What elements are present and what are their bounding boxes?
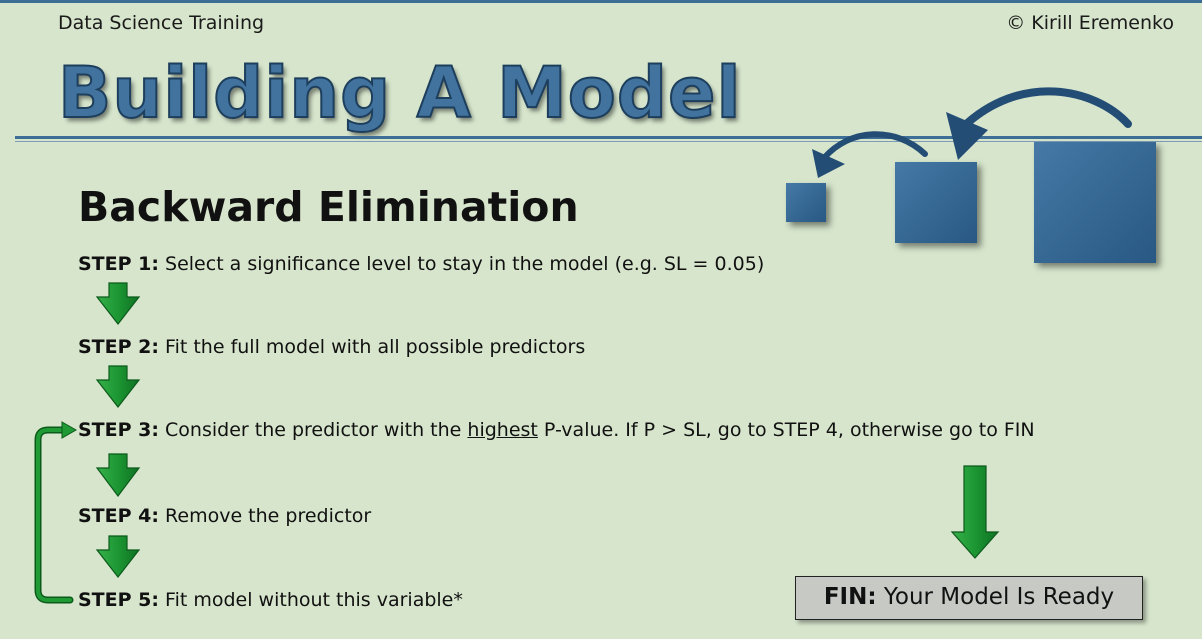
- small-model-square: [786, 183, 826, 222]
- green-down-arrow-icon: [95, 453, 141, 497]
- step-5-text: Fit model without this variable*: [165, 589, 463, 611]
- green-down-arrow-icon: [950, 465, 1000, 559]
- title-divider: [15, 136, 1202, 139]
- step-3-text-underlined: highest: [467, 419, 538, 441]
- step-1-label: STEP 1:: [78, 253, 159, 275]
- fin-label: FIN:: [823, 584, 877, 610]
- top-rule: [0, 0, 1202, 3]
- green-down-arrow-icon: [95, 365, 141, 408]
- title-divider-thin: [15, 141, 1202, 142]
- step-3: STEP 3: Consider the predictor with the …: [78, 419, 1035, 441]
- step-2-label: STEP 2:: [78, 336, 159, 358]
- green-down-arrow-icon: [95, 282, 141, 325]
- step-3-label: STEP 3:: [78, 419, 159, 441]
- step-1-text: Select a significance level to stay in t…: [165, 253, 765, 275]
- header-copyright: © Kirill Eremenko: [1006, 12, 1174, 34]
- fin-box: FIN: Your Model Is Ready: [795, 576, 1143, 620]
- step-2: STEP 2: Fit the full model with all poss…: [78, 336, 585, 358]
- green-loop-back-arrow-icon: [34, 421, 78, 604]
- green-down-arrow-icon: [95, 535, 141, 578]
- step-3-text-before: Consider the predictor with the: [165, 419, 462, 441]
- step-4-text: Remove the predictor: [165, 505, 372, 527]
- step-3-text-after: P-value. If P > SL, go to STEP 4, otherw…: [543, 419, 1035, 441]
- step-1: STEP 1: Select a significance level to s…: [78, 253, 764, 275]
- medium-model-square: [895, 162, 977, 243]
- header-course-name: Data Science Training: [58, 12, 265, 34]
- page-title: Building A Model: [57, 51, 742, 135]
- fin-text: Your Model Is Ready: [883, 584, 1115, 610]
- large-model-square: [1034, 142, 1156, 263]
- section-title: Backward Elimination: [78, 183, 579, 231]
- step-4: STEP 4: Remove the predictor: [78, 505, 371, 527]
- step-5: STEP 5: Fit model without this variable*: [78, 589, 463, 611]
- step-2-text: Fit the full model with all possible pre…: [165, 336, 586, 358]
- step-5-label: STEP 5:: [78, 589, 159, 611]
- step-4-label: STEP 4:: [78, 505, 159, 527]
